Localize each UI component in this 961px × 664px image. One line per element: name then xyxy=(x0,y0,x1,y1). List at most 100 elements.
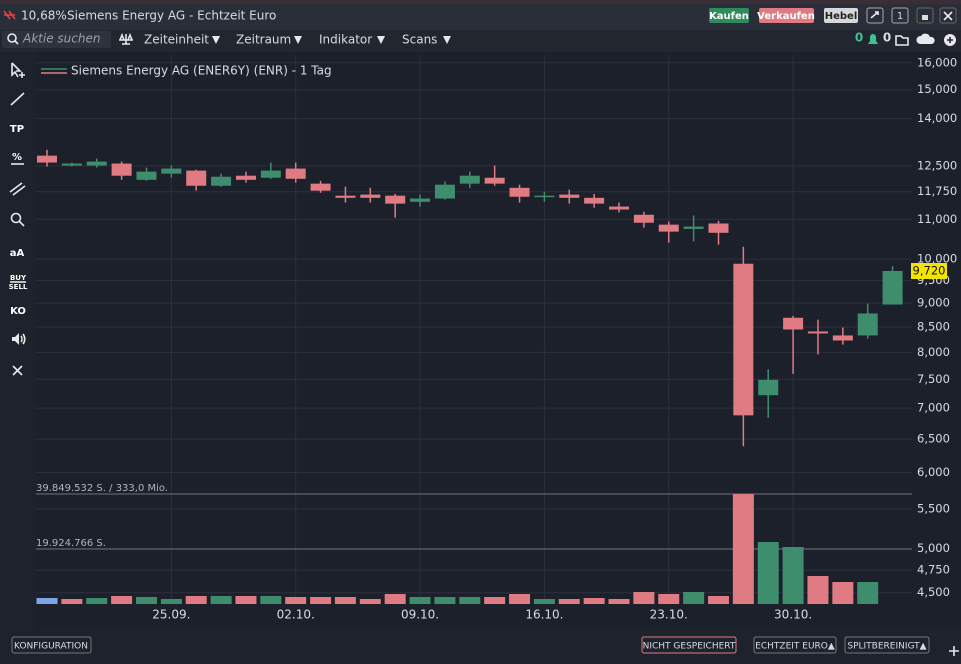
line-tool[interactable] xyxy=(10,92,25,106)
candle-body xyxy=(658,224,679,232)
candle-body xyxy=(186,170,207,186)
y-tick-label: 15,000 xyxy=(917,82,957,96)
close-icon xyxy=(943,11,953,21)
candle-body xyxy=(61,163,82,166)
candle-body xyxy=(410,198,431,202)
text-tool[interactable]: aA xyxy=(10,248,25,259)
footer xyxy=(0,628,961,664)
percent-tool[interactable]: % xyxy=(12,152,22,163)
channel-tool[interactable] xyxy=(9,182,26,196)
y-tick-label: 7,500 xyxy=(917,372,950,386)
y-tick-label: 8,500 xyxy=(917,320,950,334)
volume-bar xyxy=(36,598,58,604)
candle-body xyxy=(708,223,729,233)
menu-arrow[interactable] xyxy=(294,36,302,44)
y-tick-label: 9,000 xyxy=(917,296,950,310)
cloud-icon[interactable] xyxy=(916,33,935,44)
volume-bar xyxy=(707,595,729,604)
menu-label[interactable]: Scans xyxy=(402,33,437,47)
y-tick-label: 5,500 xyxy=(917,501,950,515)
search-box[interactable] xyxy=(2,31,111,48)
buy-label[interactable]: Kaufen xyxy=(709,11,749,22)
volume-bar xyxy=(857,581,879,604)
volume-bar xyxy=(782,546,804,604)
candle-body xyxy=(37,155,57,163)
zoom-tool[interactable] xyxy=(10,212,22,224)
logo-icon xyxy=(3,10,16,20)
last-price-box xyxy=(911,262,947,279)
split-button[interactable] xyxy=(844,636,930,654)
volume-bar xyxy=(533,599,555,604)
sound-waves xyxy=(20,333,26,345)
volume-bar xyxy=(235,595,257,604)
x-tick-label: 25.09. xyxy=(152,608,190,622)
volume-bar xyxy=(334,596,356,604)
menu-arrow[interactable] xyxy=(212,36,220,44)
volume-bar xyxy=(285,596,307,604)
notes-count: 0 xyxy=(883,31,891,45)
candle-body xyxy=(385,195,406,204)
bell-icon[interactable] xyxy=(868,34,878,44)
leverage-label[interactable]: Hebel xyxy=(825,11,858,22)
x-tick-label: 16.10. xyxy=(525,608,563,622)
currency-label[interactable]: ECHTZEIT EURO▲ xyxy=(755,642,835,652)
volume-bar xyxy=(683,591,705,604)
buy-tool[interactable]: BUY xyxy=(10,274,27,282)
currency-button[interactable] xyxy=(753,636,837,654)
alerts-count: 0 xyxy=(855,31,863,45)
volume-bar xyxy=(61,599,83,604)
y-tick-label: 4,500 xyxy=(917,585,950,599)
toolbar xyxy=(0,30,961,52)
menu-label[interactable]: Zeiteinheit xyxy=(144,33,209,47)
last-price-label: 9,720 xyxy=(913,263,946,277)
saved-button[interactable] xyxy=(641,636,737,654)
search-placeholder[interactable]: Aktie suchen xyxy=(22,32,100,46)
saved-label[interactable]: NICHT GESPEICHERT xyxy=(643,642,736,652)
count: 1 xyxy=(897,11,903,22)
folder-icon[interactable] xyxy=(895,35,909,46)
menu-label[interactable]: Zeitraum xyxy=(236,33,291,47)
config-label[interactable]: KONFIGURATION xyxy=(14,642,88,652)
candle-body xyxy=(310,183,331,191)
y-tick-label: 14,000 xyxy=(917,111,957,125)
candle-body xyxy=(584,197,605,204)
candle-body xyxy=(882,270,903,305)
sell-button[interactable] xyxy=(759,8,814,23)
tp-tool[interactable]: TP xyxy=(10,124,24,135)
candle-body xyxy=(260,170,281,178)
legend-title: Siemens Energy AG (ENER6Y) (ENR) - 1 Tag xyxy=(71,64,332,78)
ko-tool[interactable]: KO xyxy=(10,306,26,317)
search-icon-handle xyxy=(14,40,19,45)
candle-body xyxy=(758,379,779,396)
candle-body xyxy=(559,194,580,198)
menu-arrow[interactable] xyxy=(377,36,385,44)
menu-label[interactable]: Indikator xyxy=(319,33,372,47)
buy-button[interactable] xyxy=(709,8,749,23)
candle-body xyxy=(360,194,381,198)
compare-icon[interactable] xyxy=(119,32,133,45)
remove-tool[interactable] xyxy=(12,365,23,376)
volume-bar xyxy=(185,595,207,604)
leverage-button[interactable] xyxy=(824,8,858,23)
y-tick-label: 6,500 xyxy=(917,432,950,446)
share-button[interactable] xyxy=(866,7,884,24)
candle-body xyxy=(683,226,704,229)
move-icon[interactable] xyxy=(949,646,959,656)
lock-icon xyxy=(922,15,928,20)
count-box[interactable] xyxy=(891,7,909,24)
sell-tool[interactable]: SELL xyxy=(9,283,28,291)
menu-arrow[interactable] xyxy=(443,36,451,44)
sell-label[interactable]: Verkaufen xyxy=(757,11,815,22)
config-button[interactable] xyxy=(11,636,92,654)
candle-body xyxy=(235,175,256,180)
y-tick-label: 10,000 xyxy=(917,252,957,266)
volume-bar xyxy=(583,598,605,604)
cursor-tool[interactable] xyxy=(11,62,25,78)
sound-tool[interactable] xyxy=(12,333,19,345)
volume-bar xyxy=(807,576,829,604)
volume-bar xyxy=(832,581,854,604)
split-label[interactable]: SPLITBEREINIGT▲ xyxy=(847,642,926,652)
volume-bar xyxy=(608,599,630,604)
volume-bar xyxy=(260,595,282,604)
